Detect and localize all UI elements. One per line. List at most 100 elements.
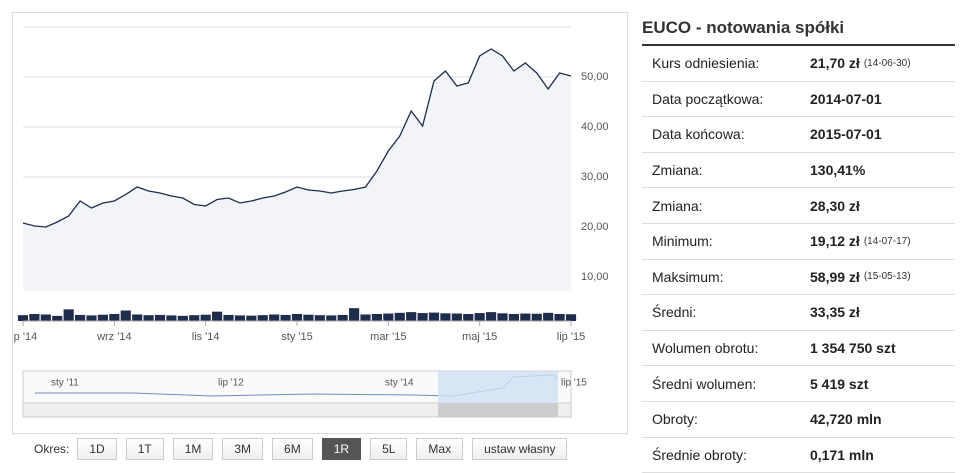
navigator-label: lip '15 bbox=[561, 378, 587, 389]
row-note: (15-05-13) bbox=[863, 271, 911, 283]
row-value: 33,35 zł bbox=[810, 304, 860, 321]
row-value: 130,41% bbox=[810, 162, 866, 179]
navigator-label: sty '11 bbox=[51, 378, 79, 389]
y-tick-label: 20,00 bbox=[581, 221, 609, 233]
row-value: 1 354 750 szt bbox=[810, 340, 896, 357]
volume-bar bbox=[166, 315, 177, 321]
volume-bar bbox=[280, 314, 291, 321]
chart: 10,00 20,00 30,00 40,00 50,00 lip '14 wrz '14 l… bbox=[9, 26, 609, 418]
scrollbar-thumb[interactable] bbox=[438, 403, 558, 417]
volume-bar bbox=[417, 313, 428, 321]
period-button[interactable]: 5L bbox=[370, 437, 408, 460]
row-label: Data początkowa: bbox=[652, 90, 764, 107]
area bbox=[23, 49, 571, 291]
row-value: 0,171 mln bbox=[810, 446, 874, 463]
row-label: Średni: bbox=[652, 304, 697, 321]
scrollbar[interactable] bbox=[22, 402, 572, 418]
volume-bar bbox=[508, 314, 520, 321]
volume-bar bbox=[52, 315, 63, 321]
row-label: Średni wolumen: bbox=[652, 375, 757, 392]
row-label: Obroty: bbox=[652, 411, 698, 428]
volume-bar bbox=[269, 314, 280, 321]
volume-bar bbox=[177, 315, 188, 321]
volume-bar bbox=[531, 313, 542, 321]
volume-bar bbox=[246, 315, 257, 321]
volume-bar bbox=[463, 314, 474, 321]
stats-row: Kurs odniesienia: 21,70 zł (14-06-30) bbox=[642, 46, 955, 82]
row-value: 28,30 zł bbox=[810, 197, 860, 214]
volume-bar bbox=[440, 313, 451, 321]
volume-bar bbox=[303, 314, 314, 321]
volume-bar bbox=[132, 314, 143, 321]
volume-bar bbox=[497, 313, 508, 321]
volume-bar bbox=[120, 310, 131, 321]
row-value: 19,12 zł bbox=[810, 233, 860, 250]
row-value: 2015-07-01 bbox=[810, 126, 882, 143]
chart-panel: 10,00 20,00 30,00 40,00 50,00 lip '14 wrz '14 l… bbox=[9, 12, 628, 434]
period-button[interactable]: 1D bbox=[77, 437, 117, 460]
volume-bar bbox=[17, 315, 29, 321]
navigator-label: lip '12 bbox=[218, 378, 244, 389]
volume-bar bbox=[371, 314, 383, 321]
y-tick-label: 50,00 bbox=[581, 71, 609, 83]
period-button[interactable]: 6M bbox=[272, 437, 313, 460]
x-tick-label: mar '15 bbox=[370, 331, 406, 343]
volume-bar bbox=[485, 312, 497, 321]
volume-bar bbox=[554, 314, 565, 321]
volume-bar bbox=[86, 315, 97, 321]
volume-bar bbox=[154, 314, 166, 321]
row-value: 58,99 zł bbox=[810, 268, 860, 285]
period-label: Okres: bbox=[34, 441, 70, 456]
row-label: Zmiana: bbox=[652, 162, 703, 179]
volume-bar bbox=[394, 312, 405, 321]
stats-row: Średnie obroty: 0,171 mln bbox=[642, 438, 955, 473]
period-button[interactable]: 1R bbox=[321, 437, 362, 460]
x-tick-label: lip '15 bbox=[557, 331, 585, 343]
stats-row: Minimum: 19,12 zł (14-07-17) bbox=[642, 224, 955, 260]
volume-bar bbox=[74, 314, 86, 321]
stats-panel: EUCO - notowania spółki Kurs odniesienia:… bbox=[642, 12, 955, 473]
stats-row: Obroty: 42,720 mln bbox=[642, 402, 955, 438]
volume-bar bbox=[291, 314, 303, 321]
volume-bar bbox=[97, 314, 109, 321]
volume-bar bbox=[200, 314, 211, 321]
volume-bar bbox=[211, 311, 223, 321]
row-note: (14-06-30) bbox=[863, 57, 911, 69]
volume-bar bbox=[109, 314, 120, 321]
volume-bar bbox=[337, 314, 348, 321]
navigator-range[interactable] bbox=[438, 371, 558, 403]
navigator-label: sty '14 bbox=[385, 378, 414, 389]
row-label: Zmiana: bbox=[652, 197, 703, 214]
volume-bar bbox=[29, 314, 40, 321]
volume-bar bbox=[451, 313, 462, 321]
volume-bar bbox=[360, 314, 371, 321]
volume-bar bbox=[383, 313, 394, 321]
x-tick-label: sty '15 bbox=[281, 331, 312, 343]
row-value: 42,720 mln bbox=[810, 411, 882, 428]
y-tick-label: 40,00 bbox=[581, 121, 609, 133]
x-tick-label: maj '15 bbox=[462, 331, 497, 343]
row-label: Data końcowa: bbox=[652, 126, 745, 143]
y-tick-label: 30,00 bbox=[581, 171, 609, 183]
volume-bar bbox=[428, 312, 440, 321]
row-label: Kurs odniesienia: bbox=[652, 55, 760, 72]
period-button[interactable]: 1M bbox=[172, 437, 214, 460]
period-button[interactable]: Max bbox=[416, 437, 464, 460]
volume-bar bbox=[234, 315, 246, 321]
stats-row: Zmiana: 28,30 zł bbox=[642, 188, 955, 224]
volume-bar bbox=[40, 314, 51, 321]
period-button[interactable]: ustaw własny bbox=[472, 437, 568, 460]
volume-bar bbox=[565, 314, 577, 321]
price-line bbox=[22, 48, 572, 228]
period-button[interactable]: 3M bbox=[222, 437, 264, 460]
row-value: 2014-07-01 bbox=[810, 90, 882, 107]
stats-row: Data końcowa: 2015-07-01 bbox=[642, 117, 955, 153]
volume-bar bbox=[143, 315, 154, 321]
period-button[interactable]: 1T bbox=[125, 437, 164, 460]
volume-bar bbox=[189, 315, 200, 321]
x-tick-label: wrz '14 bbox=[96, 331, 132, 343]
volume-bar bbox=[348, 308, 360, 321]
row-label: Średnie obroty: bbox=[652, 446, 747, 463]
volume-bar bbox=[257, 315, 268, 321]
volume-bar bbox=[314, 315, 325, 321]
